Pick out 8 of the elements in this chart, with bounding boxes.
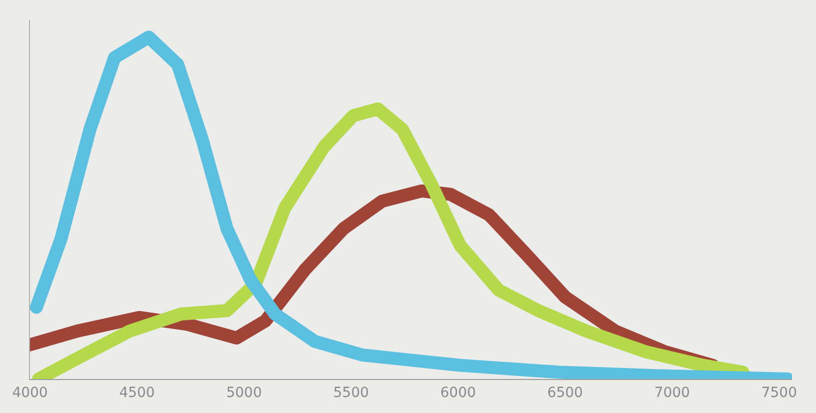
x-tick-label: 5500 bbox=[333, 384, 369, 401]
x-tick-label: 6500 bbox=[547, 384, 583, 401]
x-tick-label: 7000 bbox=[654, 384, 690, 401]
x-tick-label: 5000 bbox=[226, 384, 262, 401]
x-tick-label: 6000 bbox=[440, 384, 476, 401]
x-tick-label: 7500 bbox=[761, 384, 797, 401]
x-tick-label: 4500 bbox=[119, 384, 155, 401]
x-tick-label: 4000 bbox=[12, 384, 48, 401]
